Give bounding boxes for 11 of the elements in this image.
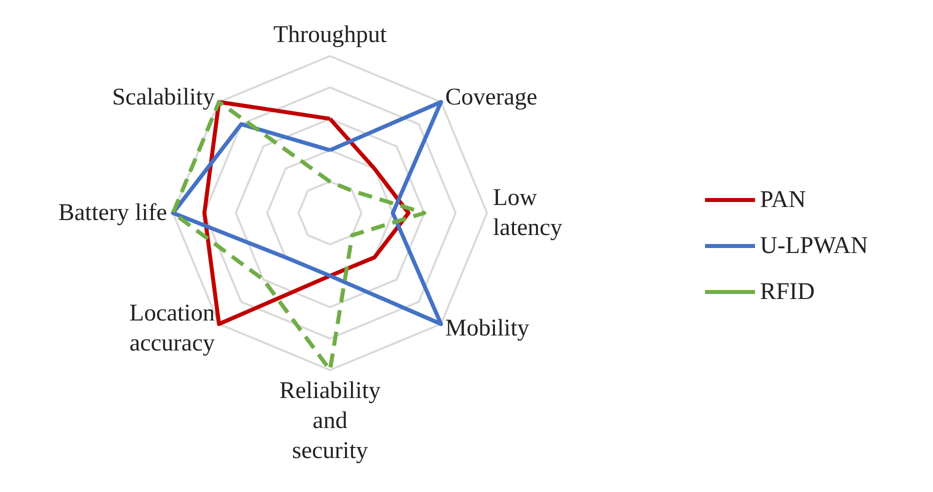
spoke-label: Battery life (58, 200, 167, 226)
legend-label: RFID (760, 279, 815, 305)
spoke-label: Low latency (493, 185, 562, 241)
spoke-label: Throughput (273, 22, 387, 48)
spoke-label: Mobility (445, 315, 530, 342)
legend-label: PAN (760, 187, 806, 213)
spoke-label: Coverage (445, 84, 538, 111)
spoke-label: Location accuracy (129, 300, 215, 356)
spoke-label: Scalability (112, 84, 215, 111)
spoke-label: Reliability and security (279, 378, 381, 464)
legend-label: U-LPWAN (760, 233, 868, 259)
